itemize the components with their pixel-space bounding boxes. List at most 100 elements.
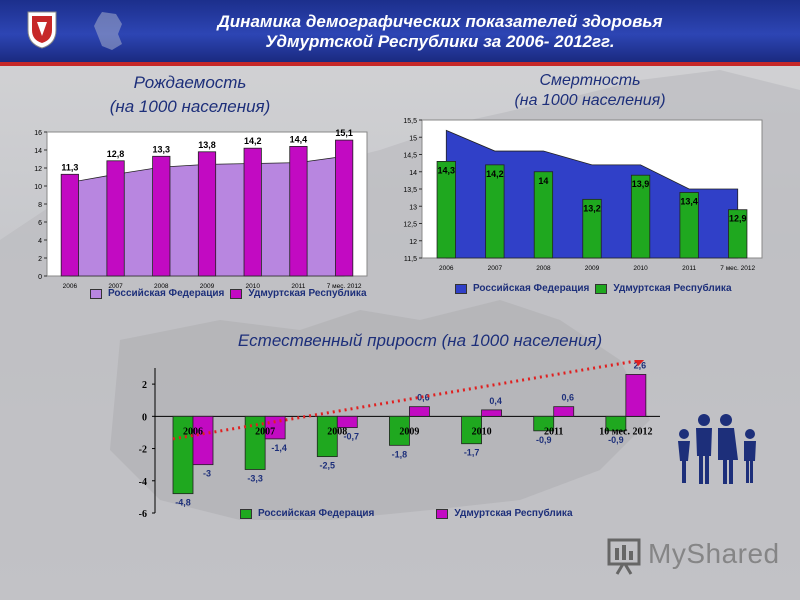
legend-label-ur: Удмуртская Республика bbox=[248, 288, 367, 299]
y-tick-label: 15 bbox=[409, 135, 417, 142]
data-label: 14,4 bbox=[290, 134, 308, 144]
y-tick-label: 16 bbox=[34, 130, 42, 137]
data-label: 14,2 bbox=[244, 136, 262, 146]
y-tick-label: 6 bbox=[38, 220, 42, 227]
x-tick-label: 2006 bbox=[63, 283, 78, 290]
bar-ur bbox=[60, 173, 79, 277]
bar-ur bbox=[679, 192, 699, 259]
y-tick-label: 13,5 bbox=[403, 187, 417, 194]
page-title: Динамика демографических показателей здо… bbox=[120, 12, 760, 52]
y-tick-label: 8 bbox=[38, 202, 42, 209]
presentation-logo-icon bbox=[607, 538, 641, 575]
legend-label-ur: Удмуртская Республика bbox=[454, 508, 573, 519]
x-tick-label: 2007 bbox=[255, 426, 275, 437]
legend-label-ur: Удмуртская Республика bbox=[613, 283, 732, 294]
birth-title-line-2: (на 1000 населения) bbox=[109, 97, 271, 116]
x-tick-label: 2009 bbox=[399, 426, 419, 437]
data-label-ur: -3 bbox=[203, 469, 211, 479]
bar-rf bbox=[389, 415, 410, 446]
data-label-ur: -0,7 bbox=[344, 432, 360, 442]
x-tick-label: 2011 bbox=[682, 265, 696, 272]
data-label: 13,9 bbox=[632, 179, 650, 189]
bar-ur bbox=[289, 145, 308, 277]
legend-swatch-ur bbox=[436, 508, 449, 519]
data-label-rf: -0,9 bbox=[536, 435, 552, 445]
bar-rf bbox=[316, 415, 338, 458]
bar-ur bbox=[582, 198, 602, 259]
data-label-rf: -2,5 bbox=[320, 461, 336, 471]
y-tick-label: 12 bbox=[409, 239, 417, 246]
legend-label-rf: Российская Федерация bbox=[473, 283, 590, 294]
bar-ur bbox=[436, 161, 456, 259]
legend-swatch-ur bbox=[595, 283, 608, 294]
data-label: 15,1 bbox=[335, 128, 353, 138]
data-label-ur: 0,4 bbox=[489, 396, 502, 406]
bar-ur bbox=[243, 147, 262, 277]
data-label-rf: -3,3 bbox=[247, 474, 263, 484]
bar-ur bbox=[481, 409, 502, 417]
y-tick-label: 2 bbox=[142, 380, 147, 391]
legend-label-rf: Российская Федерация bbox=[108, 288, 225, 299]
x-tick-label: 2006 bbox=[183, 426, 203, 437]
title-line-2: Удмуртской Республики за 2006- 2012гг. bbox=[265, 32, 615, 51]
bar-rf bbox=[244, 415, 266, 470]
bar-ur bbox=[192, 415, 214, 466]
y-tick-label: -4 bbox=[139, 477, 147, 488]
trend-arrowhead bbox=[635, 360, 645, 367]
bar-ur bbox=[485, 164, 505, 259]
growth-legend: Российская Федерация Удмуртская Республи… bbox=[240, 508, 573, 519]
y-tick-label: -2 bbox=[139, 445, 147, 456]
y-tick-label: 12 bbox=[34, 166, 42, 173]
x-tick-label: 2010 bbox=[472, 426, 492, 437]
family-icon bbox=[678, 414, 756, 484]
data-label: 12,8 bbox=[107, 149, 125, 159]
x-tick-label: 2011 bbox=[544, 426, 563, 437]
death-title-line-1: Смертность bbox=[539, 72, 641, 89]
birth-chart-title: Рождаемость (на 1000 населения) bbox=[60, 71, 320, 119]
y-tick-label: 4 bbox=[38, 238, 42, 245]
legend-label-rf: Российская Федерация bbox=[258, 508, 375, 519]
legend-swatch-rf bbox=[240, 508, 252, 519]
growth-chart-title: Естественный прирост (на 1000 населения) bbox=[237, 331, 603, 350]
bar-ur bbox=[197, 151, 217, 277]
data-label: 14,2 bbox=[486, 169, 504, 179]
title-line-1: Динамика демографических показателей здо… bbox=[217, 12, 663, 31]
y-tick-label: 14 bbox=[409, 170, 417, 177]
x-tick-label: 2010 bbox=[245, 283, 260, 290]
data-label: 13,3 bbox=[153, 144, 171, 154]
x-tick-label: 2008 bbox=[327, 426, 347, 437]
data-label: 12,9 bbox=[729, 214, 747, 224]
crest-icon bbox=[27, 11, 57, 49]
data-label: 11,3 bbox=[61, 162, 78, 172]
growth-chart: 20-2-4-6-4,8-32006-3,3-1,42007-2,5-0,720… bbox=[139, 360, 660, 520]
region-silhouette-icon bbox=[94, 12, 122, 50]
x-tick-label: 2008 bbox=[154, 283, 169, 290]
x-tick-label: 7 мес. 2012 bbox=[327, 283, 362, 290]
bar-rf bbox=[605, 415, 627, 432]
data-label-rf: -1,7 bbox=[464, 448, 480, 458]
bar-ur bbox=[728, 209, 748, 259]
watermark-text: MyShared bbox=[648, 538, 780, 569]
bar-ur bbox=[152, 155, 171, 277]
x-tick-label: 2009 bbox=[200, 283, 215, 290]
data-label-ur: 0,6 bbox=[561, 393, 574, 403]
bar-ur bbox=[106, 160, 125, 277]
death-title-line-2: (на 1000 населения) bbox=[514, 92, 666, 109]
legend-swatch-ur bbox=[230, 288, 243, 299]
x-tick-label: 2010 bbox=[633, 265, 648, 272]
y-tick-label: 14 bbox=[34, 148, 42, 155]
x-tick-label: 10 мес. 2012 bbox=[599, 426, 652, 437]
y-tick-label: 10 bbox=[34, 184, 42, 191]
header-stripe bbox=[0, 62, 800, 66]
data-label-rf: -4,8 bbox=[175, 498, 191, 508]
x-tick-label: 2009 bbox=[585, 265, 600, 272]
bar-ur bbox=[335, 139, 354, 277]
death-chart: 11,5 12 12,5 13 13,5 14 14,5 15 15,5 14,3 2006 14,2… bbox=[403, 118, 763, 272]
data-label: 14,3 bbox=[438, 165, 456, 175]
y-tick-label: 12,5 bbox=[403, 222, 417, 229]
data-label-rf: -0,9 bbox=[608, 435, 624, 445]
bar-ur bbox=[630, 174, 651, 259]
birth-title-line-1: Рождаемость bbox=[133, 73, 247, 92]
death-chart-title: Смертность (на 1000 населения) bbox=[460, 71, 720, 111]
birth-legend: Российская Федерация Удмуртская Республи… bbox=[90, 288, 367, 299]
